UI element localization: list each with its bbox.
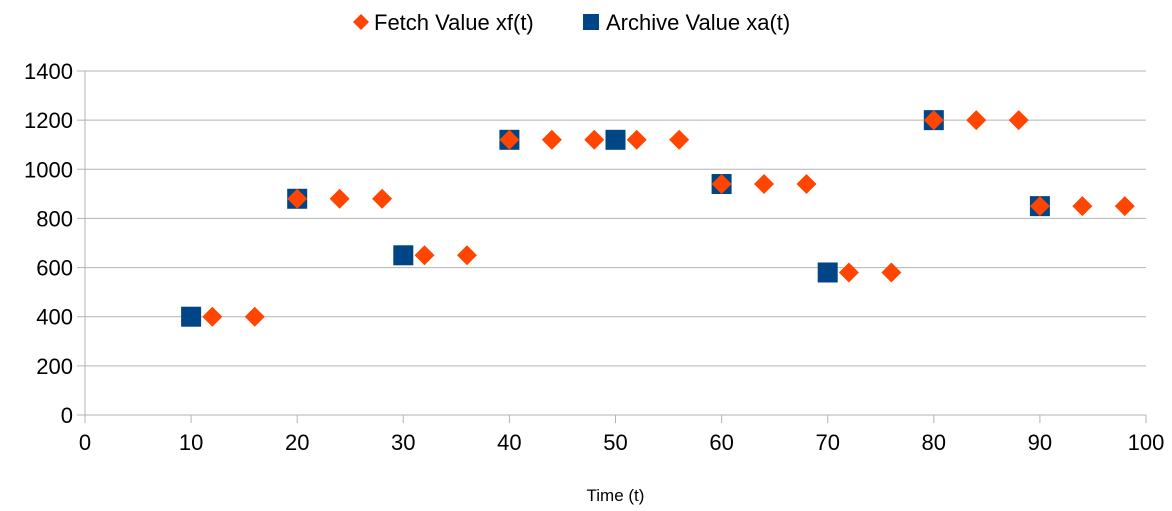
x-tick-label: 80 — [922, 430, 946, 455]
fetch-point — [202, 306, 223, 327]
fetch-point — [499, 129, 520, 150]
fetch-point — [584, 129, 605, 150]
legend-item-archive: Archive Value xa(t) — [583, 10, 790, 35]
fetch-point — [966, 110, 987, 131]
legend: Fetch Value xf(t) Archive Value xa(t) — [353, 10, 790, 35]
fetch-point — [541, 129, 562, 150]
x-axis-title: Time (t) — [587, 486, 645, 505]
legend-item-fetch: Fetch Value xf(t) — [353, 10, 534, 35]
x-tick-label: 70 — [815, 430, 839, 455]
y-tick-label: 200 — [36, 354, 73, 379]
fetch-point — [1114, 196, 1135, 217]
fetch-point — [414, 245, 435, 266]
x-tick-label: 30 — [391, 430, 415, 455]
fetch-point — [456, 245, 477, 266]
x-tick-label: 40 — [497, 430, 521, 455]
fetch-point — [669, 129, 690, 150]
fetch-point — [923, 110, 944, 131]
fetch-point — [838, 262, 859, 283]
fetch-point — [711, 174, 732, 195]
fetch-point — [244, 306, 265, 327]
archive-point — [817, 262, 838, 283]
fetch-point — [1072, 196, 1093, 217]
fetch-point — [626, 129, 647, 150]
axes — [77, 70, 1147, 423]
archive-point — [605, 129, 626, 150]
legend-diamond-marker — [353, 14, 369, 30]
y-tick-label: 600 — [36, 256, 73, 281]
legend-label-archive: Archive Value xa(t) — [606, 10, 790, 35]
y-tick-label: 0 — [61, 403, 73, 428]
fetch-point — [329, 188, 350, 209]
y-tick-label: 1400 — [24, 59, 73, 84]
x-tick-label: 0 — [79, 430, 91, 455]
y-tick-label: 800 — [36, 206, 73, 231]
fetch-point — [1029, 196, 1050, 217]
y-tick-label: 1200 — [24, 108, 73, 133]
fetch-point — [754, 174, 775, 195]
archive-point — [181, 306, 202, 327]
x-axis-tick-labels: 0 10 20 30 40 50 60 70 80 90 100 — [79, 430, 1164, 455]
fetch-point — [796, 174, 817, 195]
x-tick-label: 100 — [1128, 430, 1165, 455]
y-axis-tick-labels: 0 200 400 600 800 1000 1200 1400 — [24, 59, 73, 428]
x-tick-label: 60 — [709, 430, 733, 455]
legend-square-marker — [583, 14, 599, 30]
gridlines — [85, 70, 1146, 367]
x-tick-label: 10 — [179, 430, 203, 455]
x-tick-label: 20 — [285, 430, 309, 455]
fetch-point — [881, 262, 902, 283]
fetch-point — [287, 188, 308, 209]
y-tick-label: 1000 — [24, 157, 73, 182]
y-tick-label: 400 — [36, 305, 73, 330]
archive-point — [393, 245, 414, 266]
legend-label-fetch: Fetch Value xf(t) — [374, 10, 534, 35]
fetch-series-markers — [202, 110, 1135, 327]
fetch-point — [1008, 110, 1029, 131]
x-tick-label: 50 — [603, 430, 627, 455]
x-tick-label: 90 — [1028, 430, 1052, 455]
fetch-point — [372, 188, 393, 209]
